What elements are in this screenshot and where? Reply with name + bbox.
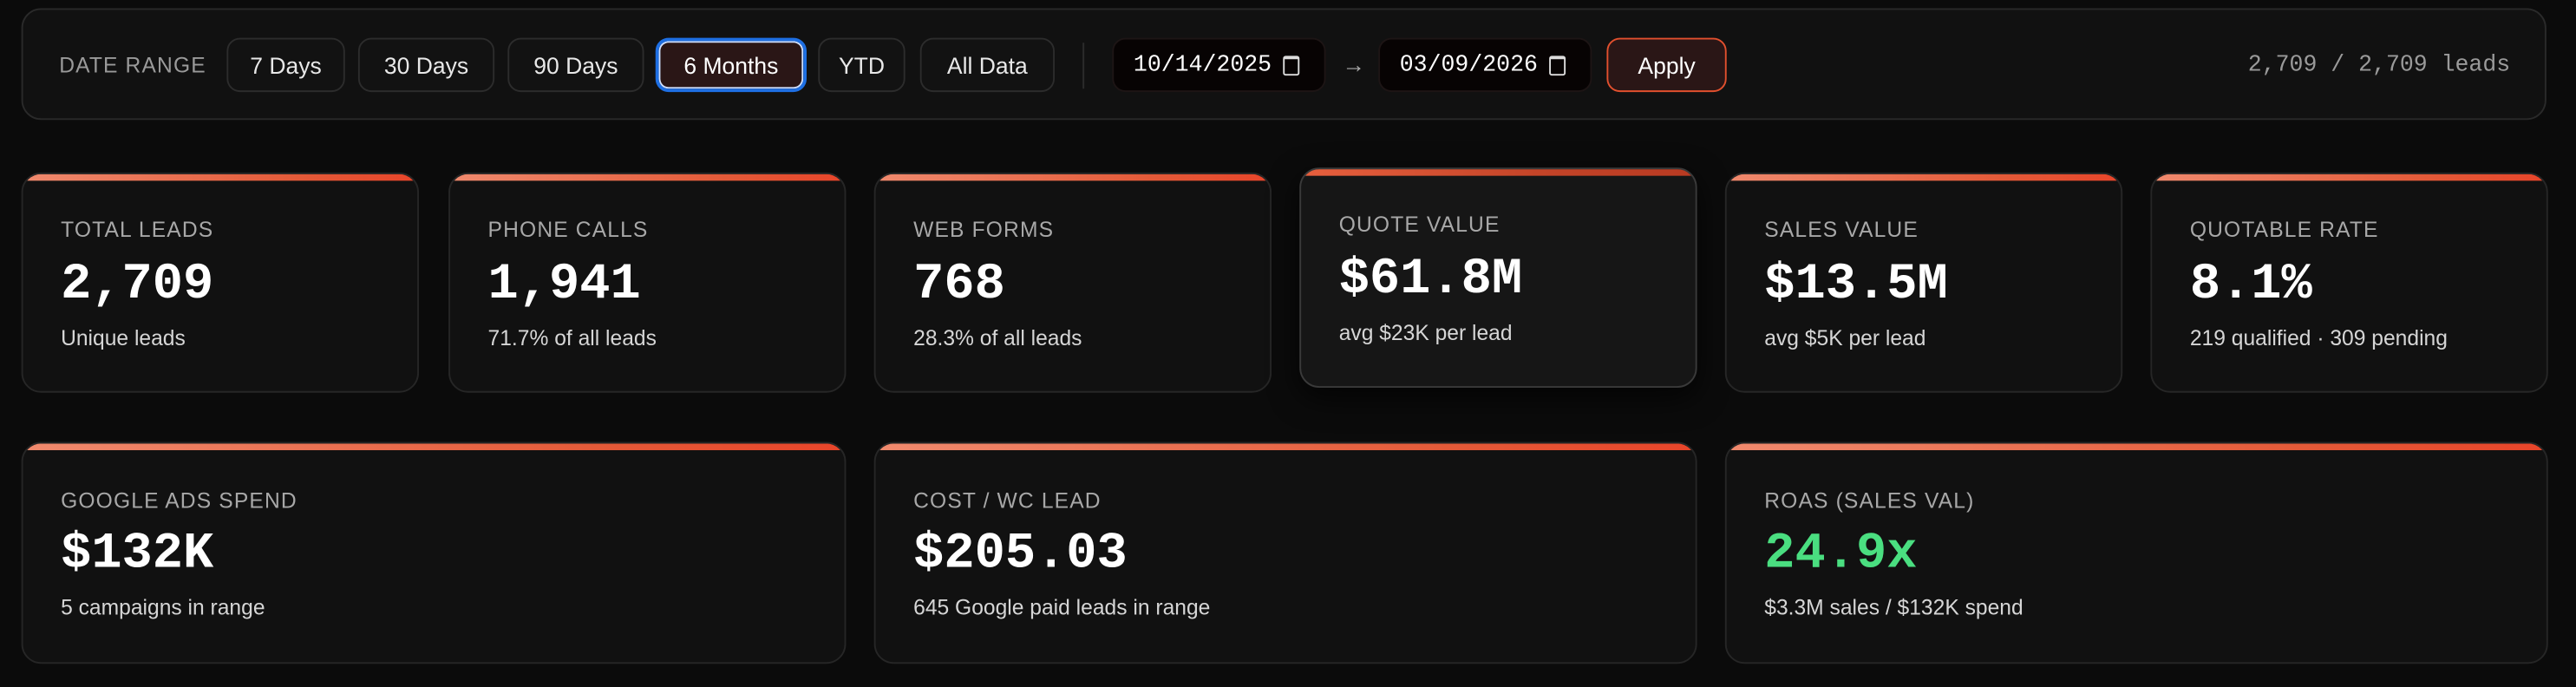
kpi-card-web-forms: WEB FORMS 768 28.3% of all leads (873, 172, 1272, 393)
card-accent (2152, 173, 2547, 181)
apply-button[interactable]: Apply (1606, 37, 1727, 93)
kpi-subtext: $3.3M sales / $132K spend (1764, 594, 2024, 620)
card-accent (1726, 443, 2547, 450)
date-range-toolbar: DATE RANGE 7 Days 30 Days 90 Days 6 Mont… (21, 8, 2547, 121)
card-accent (1726, 173, 2122, 181)
kpi-value: $205.03 (913, 526, 1128, 584)
preset-7-days-button[interactable]: 7 Days (226, 37, 345, 93)
calendar-icon[interactable] (1283, 55, 1300, 75)
start-date-value: 10/14/2025 (1133, 51, 1272, 78)
kpi-label: COST / WC LEAD (913, 487, 1102, 513)
kpi-value: 2,709 (61, 256, 214, 314)
kpi-card-total-leads: TOTAL LEADS 2,709 Unique leads (21, 172, 419, 393)
kpi-label: GOOGLE ADS SPEND (61, 487, 297, 513)
kpi-subtext: 28.3% of all leads (913, 325, 1082, 350)
kpi-subtext: Unique leads (61, 325, 186, 350)
kpi-label: QUOTABLE RATE (2189, 217, 2379, 242)
preset-30-days-button[interactable]: 30 Days (357, 37, 495, 93)
preset-all-data-button[interactable]: All Data (919, 37, 1056, 93)
divider (1082, 43, 1085, 89)
card-accent (875, 443, 1696, 450)
kpi-card-google-ads-spend: GOOGLE ADS SPEND $132K 5 campaigns in ra… (21, 442, 847, 664)
date-range-label: DATE RANGE (59, 52, 206, 78)
kpi-value: 1,941 (487, 256, 641, 314)
card-accent (1301, 169, 1696, 176)
kpi-subtext: avg $5K per lead (1764, 325, 1926, 350)
kpi-card-quote-value: QUOTE VALUE $61.8M avg $23K per lead (1299, 167, 1697, 389)
arrow-right-icon: → (1342, 50, 1365, 78)
kpi-label: PHONE CALLS (487, 217, 649, 242)
kpi-subtext: 219 qualified · 309 pending (2189, 325, 2448, 350)
preset-ytd-button[interactable]: YTD (818, 37, 906, 93)
kpi-subtext: 645 Google paid leads in range (913, 594, 1211, 620)
kpi-subtext: avg $23K per lead (1338, 320, 1513, 345)
kpi-subtext: 71.7% of all leads (487, 325, 657, 350)
kpi-card-phone-calls: PHONE CALLS 1,941 71.7% of all leads (448, 172, 847, 393)
kpi-value: $132K (61, 526, 214, 584)
kpi-label: ROAS (SALES VAL) (1764, 487, 1975, 513)
preset-6-months-button[interactable]: 6 Months (655, 37, 807, 93)
preset-90-days-button[interactable]: 90 Days (507, 37, 644, 93)
kpi-card-sales-value: SALES VALUE $13.5M avg $5K per lead (1724, 172, 2123, 393)
calendar-icon[interactable] (1549, 55, 1566, 75)
card-accent (23, 443, 845, 450)
kpi-value: $13.5M (1764, 256, 1948, 314)
end-date-input[interactable]: 03/09/2026 (1378, 37, 1592, 93)
kpi-label: SALES VALUE (1764, 217, 1919, 242)
lead-count: 2,709 / 2,709 leads (2247, 52, 2511, 79)
kpi-card-quotable-rate: QUOTABLE RATE 8.1% 219 qualified · 309 p… (2150, 172, 2548, 393)
end-date-value: 03/09/2026 (1399, 51, 1538, 78)
kpi-label: WEB FORMS (913, 217, 1055, 242)
kpi-value: 768 (913, 256, 1005, 314)
card-accent (449, 173, 845, 181)
kpi-subtext: 5 campaigns in range (61, 594, 265, 620)
kpi-value: 24.9x (1764, 526, 1918, 584)
start-date-input[interactable]: 10/14/2025 (1112, 37, 1326, 93)
card-accent (875, 173, 1271, 181)
kpi-label: QUOTE VALUE (1338, 212, 1500, 237)
kpi-value: 8.1% (2189, 256, 2312, 314)
kpi-label: TOTAL LEADS (61, 217, 214, 242)
kpi-card-roas: ROAS (SALES VAL) 24.9x $3.3M sales / $13… (1724, 442, 2548, 664)
kpi-value: $61.8M (1338, 251, 1523, 310)
kpi-card-cost-per-wc-lead: COST / WC LEAD $205.03 645 Google paid l… (873, 442, 1697, 664)
card-accent (23, 173, 418, 181)
